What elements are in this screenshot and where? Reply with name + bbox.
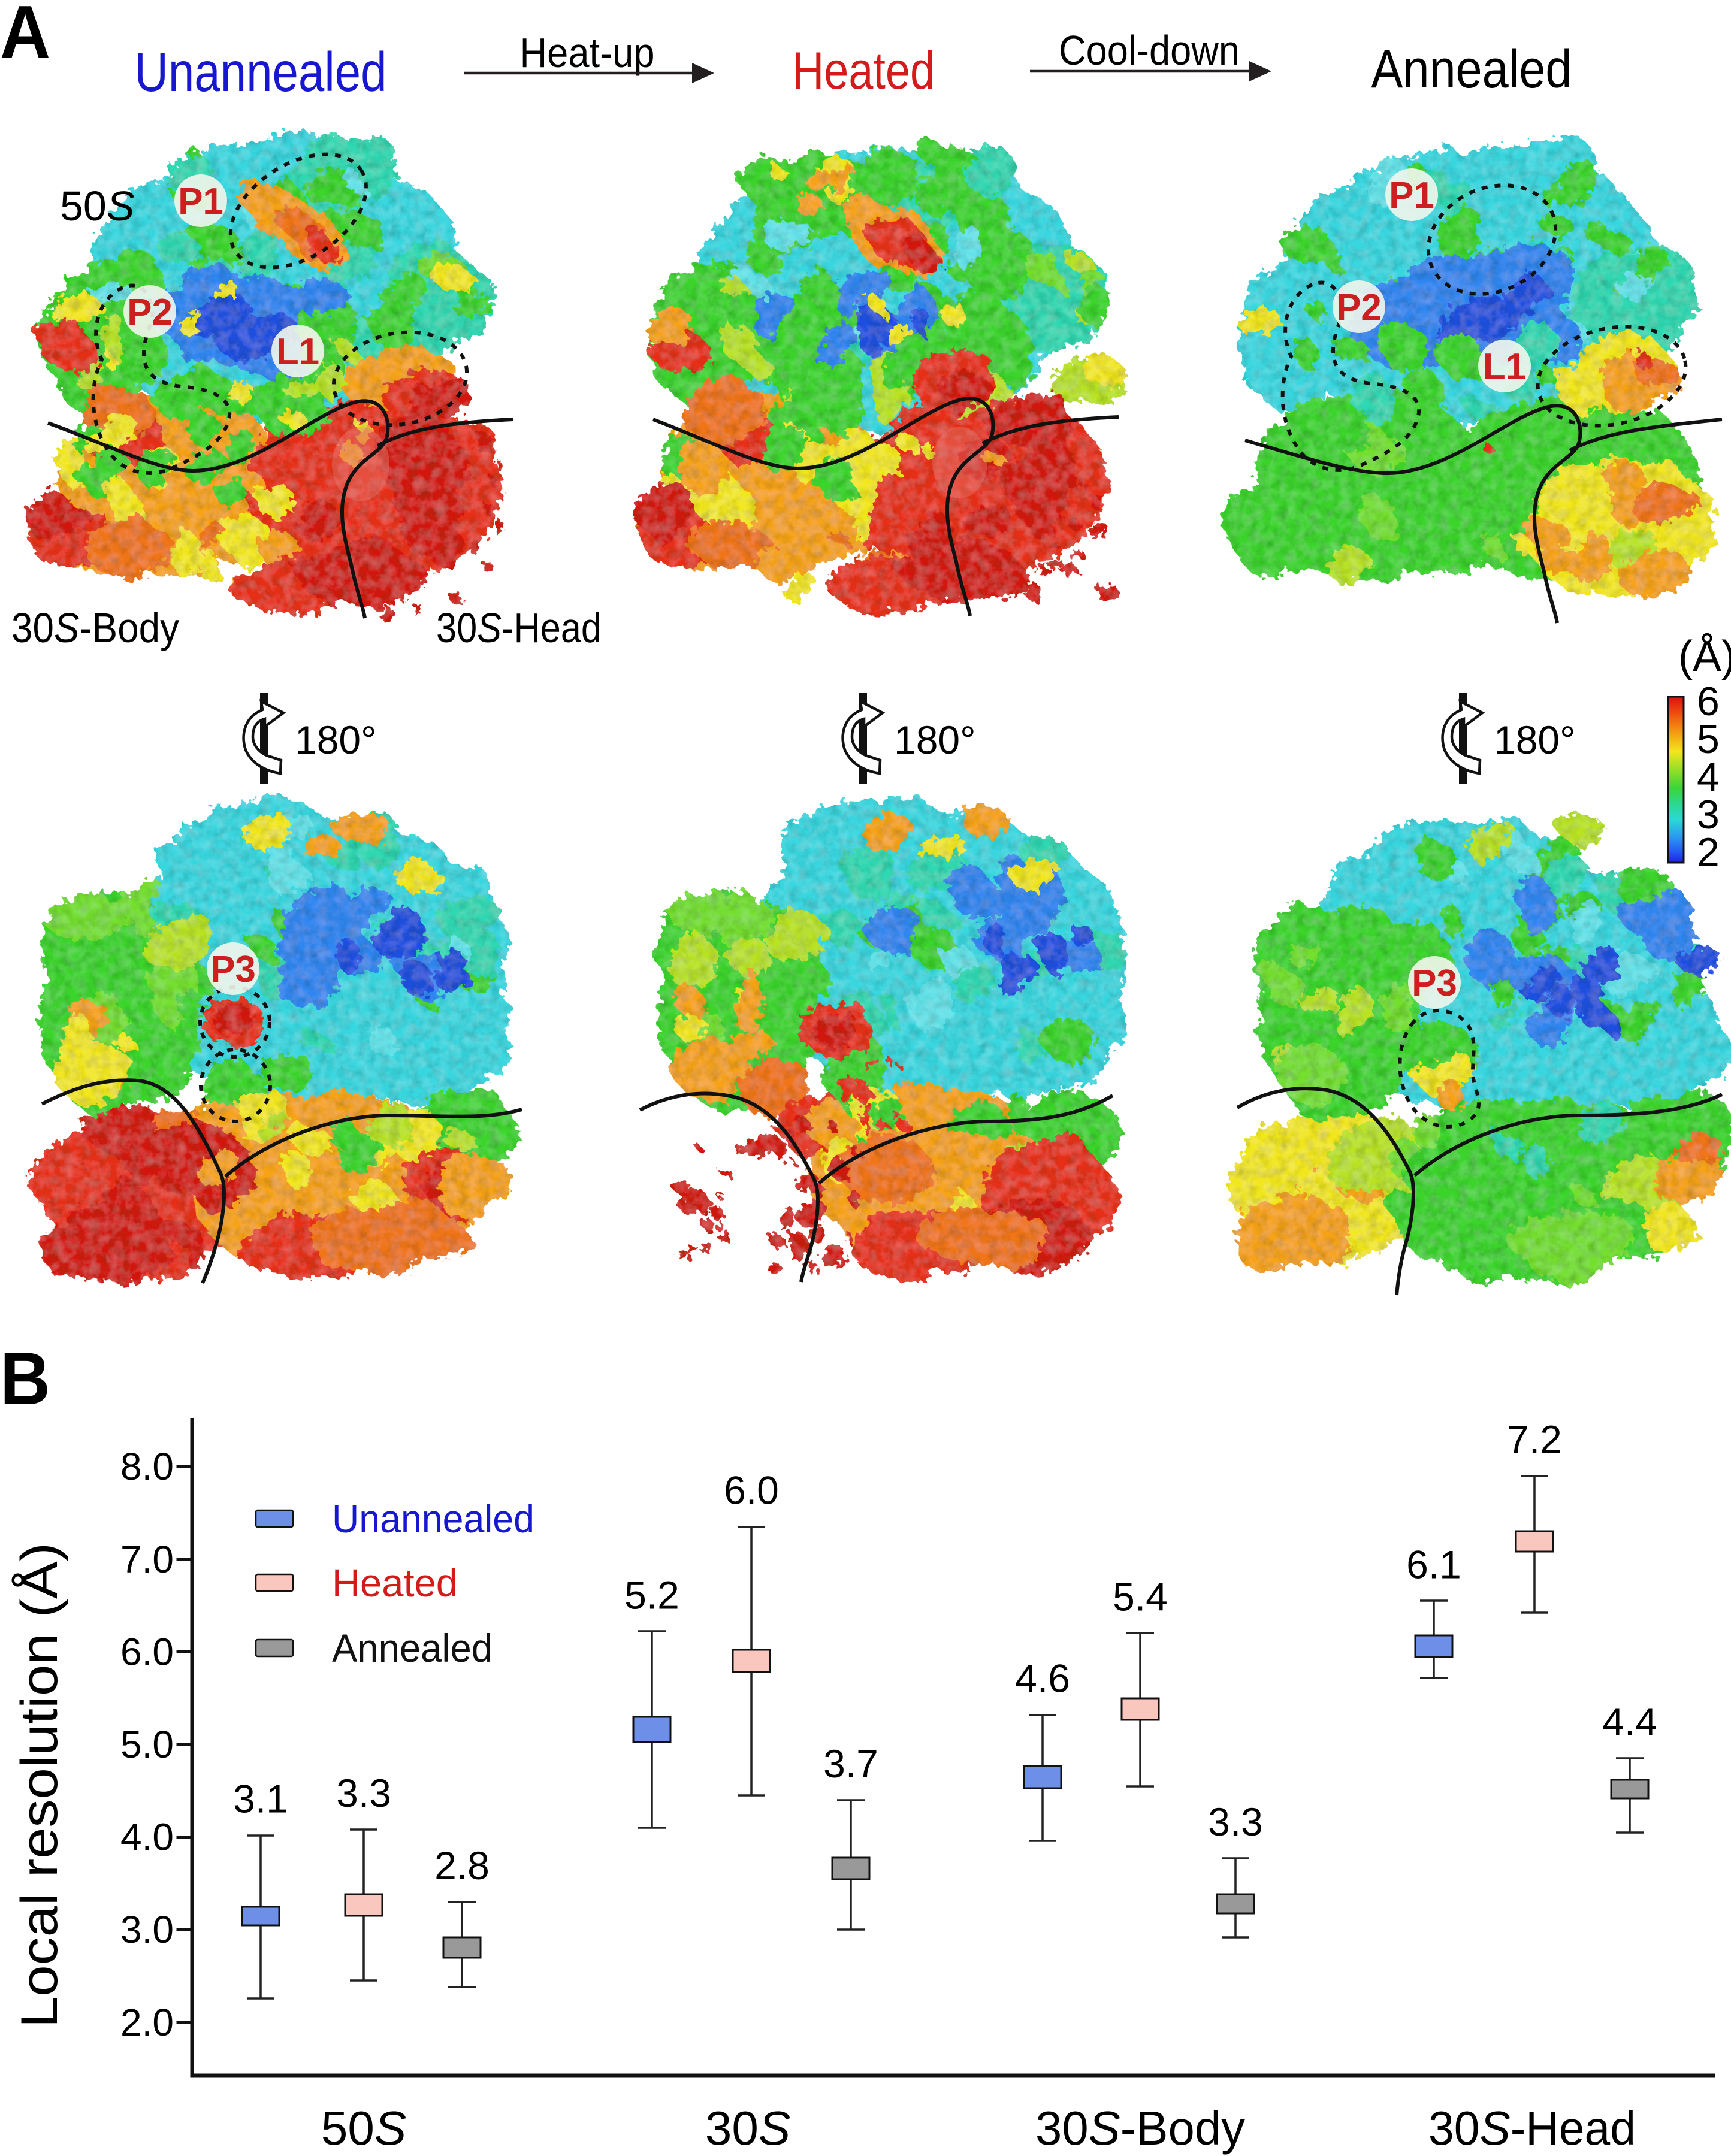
svg-text:Local resolution (Å): Local resolution (Å) (11, 1543, 68, 2028)
svg-text:Unannealed: Unannealed (332, 1496, 534, 1541)
svg-text:7.2: 7.2 (1507, 1417, 1562, 1462)
svg-text:5: 5 (1697, 716, 1720, 762)
svg-text:180°: 180° (295, 718, 377, 762)
svg-text:50S: 50S (321, 2101, 406, 2155)
svg-text:L1: L1 (276, 331, 319, 373)
svg-text:(Å): (Å) (1678, 633, 1731, 681)
svg-text:3: 3 (1697, 792, 1720, 837)
svg-text:5.0: 5.0 (120, 1723, 174, 1766)
svg-text:P1: P1 (178, 181, 223, 222)
svg-text:30S-Body: 30S-Body (11, 604, 179, 651)
svg-text:B: B (0, 1338, 50, 1420)
svg-text:2.0: 2.0 (120, 2001, 174, 2044)
svg-text:4.6: 4.6 (1015, 1656, 1070, 1701)
svg-text:Annealed: Annealed (332, 1626, 493, 1670)
svg-text:3.3: 3.3 (1208, 1800, 1263, 1844)
svg-text:2.8: 2.8 (434, 1843, 490, 1888)
svg-text:3.7: 3.7 (823, 1741, 878, 1786)
svg-text:6: 6 (1697, 679, 1720, 724)
svg-text:30S-Head: 30S-Head (436, 604, 602, 651)
svg-text:6.1: 6.1 (1406, 1542, 1461, 1586)
svg-text:3.3: 3.3 (336, 1771, 391, 1815)
svg-text:Heated: Heated (792, 41, 935, 100)
svg-text:P2: P2 (1336, 287, 1382, 328)
svg-text:5.2: 5.2 (624, 1573, 679, 1617)
svg-text:P1: P1 (1389, 175, 1434, 216)
svg-text:3.0: 3.0 (120, 1908, 174, 1951)
svg-text:3.1: 3.1 (233, 1777, 288, 1821)
svg-text:6.0: 6.0 (724, 1468, 779, 1513)
svg-text:P3: P3 (1412, 963, 1457, 1004)
svg-text:30S-Body: 30S-Body (1035, 2101, 1245, 2155)
svg-text:6.0: 6.0 (120, 1630, 174, 1673)
svg-text:30S: 30S (705, 2101, 790, 2155)
svg-text:8.0: 8.0 (120, 1445, 174, 1488)
svg-text:4.0: 4.0 (120, 1816, 174, 1859)
svg-text:7.0: 7.0 (120, 1538, 174, 1581)
svg-text:4: 4 (1697, 754, 1720, 800)
svg-text:5.4: 5.4 (1113, 1574, 1168, 1619)
svg-text:A: A (0, 0, 50, 74)
svg-text:2: 2 (1697, 830, 1720, 875)
svg-text:4.4: 4.4 (1602, 1700, 1657, 1744)
svg-text:Cool-down: Cool-down (1059, 27, 1240, 74)
svg-text:Heat-up: Heat-up (520, 29, 655, 76)
svg-text:Unannealed: Unannealed (135, 41, 387, 103)
svg-text:Heated: Heated (332, 1561, 458, 1605)
svg-text:180°: 180° (1494, 718, 1576, 762)
svg-text:30S-Head: 30S-Head (1428, 2101, 1636, 2155)
svg-text:P2: P2 (127, 292, 173, 333)
svg-text:180°: 180° (894, 718, 976, 762)
svg-text:P3: P3 (210, 949, 256, 990)
svg-text:Annealed: Annealed (1371, 40, 1572, 99)
svg-text:50S: 50S (60, 183, 135, 229)
svg-text:L1: L1 (1483, 346, 1526, 388)
